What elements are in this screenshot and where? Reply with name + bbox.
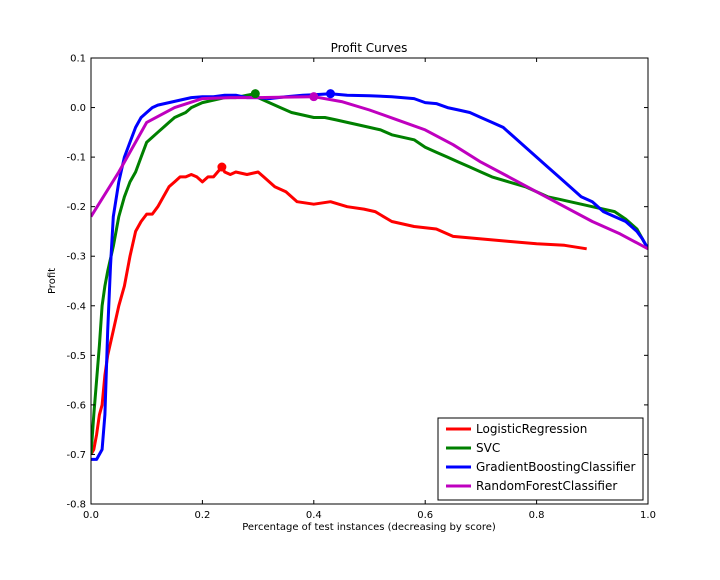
max-marker-logisticregression — [217, 162, 227, 172]
x-tick-label: 0.6 — [417, 510, 433, 521]
legend-entry-randomforestclassifier: RandomForestClassifier — [476, 479, 617, 493]
max-marker-gradientboostingclassifier — [326, 89, 336, 99]
plot-area — [91, 89, 648, 461]
y-tick-label: -0.8 — [66, 500, 86, 511]
axes: 0.0 0.2 0.4 0.6 0.8 1.0 0.1 0.0 -0.1 -0.2 -0.3 -0.4… — [66, 54, 655, 522]
y-tick-label: -0.5 — [66, 351, 86, 362]
x-axis-label: Percentage of test instances (decreasing… — [242, 522, 496, 533]
y-tick-label: -0.1 — [66, 153, 86, 164]
series-line-svc — [91, 92, 648, 455]
max-marker-svc — [250, 89, 260, 99]
y-tick-label: -0.6 — [66, 400, 86, 411]
y-tick-label: -0.7 — [66, 450, 86, 461]
plot-frame — [90, 57, 649, 505]
legend: LogisticRegression SVC GradientBoostingCla… — [437, 417, 644, 501]
legend-entry-logisticregression: LogisticRegression — [476, 422, 587, 436]
x-tick-label: 0.8 — [529, 510, 545, 521]
y-tick-label: -0.3 — [66, 252, 86, 263]
legend-entry-gradientboostingclassifier: GradientBoostingClassifier — [476, 460, 636, 474]
max-marker-randomforestclassifier — [309, 92, 319, 102]
y-tick-label: 0.0 — [70, 103, 86, 114]
chart-title: Profit Curves — [331, 41, 408, 55]
x-tick-label: 1.0 — [640, 510, 656, 521]
x-tick-label: 0.2 — [194, 510, 210, 521]
x-tick-label: 0.4 — [306, 510, 322, 521]
legend-entry-svc: SVC — [476, 441, 500, 455]
x-tick-label: 0.0 — [83, 510, 99, 521]
y-tick-label: 0.1 — [70, 54, 86, 65]
series-line-randomforestclassifier — [91, 95, 648, 251]
y-tick-label: -0.2 — [66, 202, 86, 213]
y-axis-label: Profit — [47, 268, 58, 294]
series-line-logisticregression — [91, 165, 587, 456]
y-tick-label: -0.4 — [66, 301, 86, 312]
series-line-gradientboostingclassifier — [91, 92, 648, 461]
